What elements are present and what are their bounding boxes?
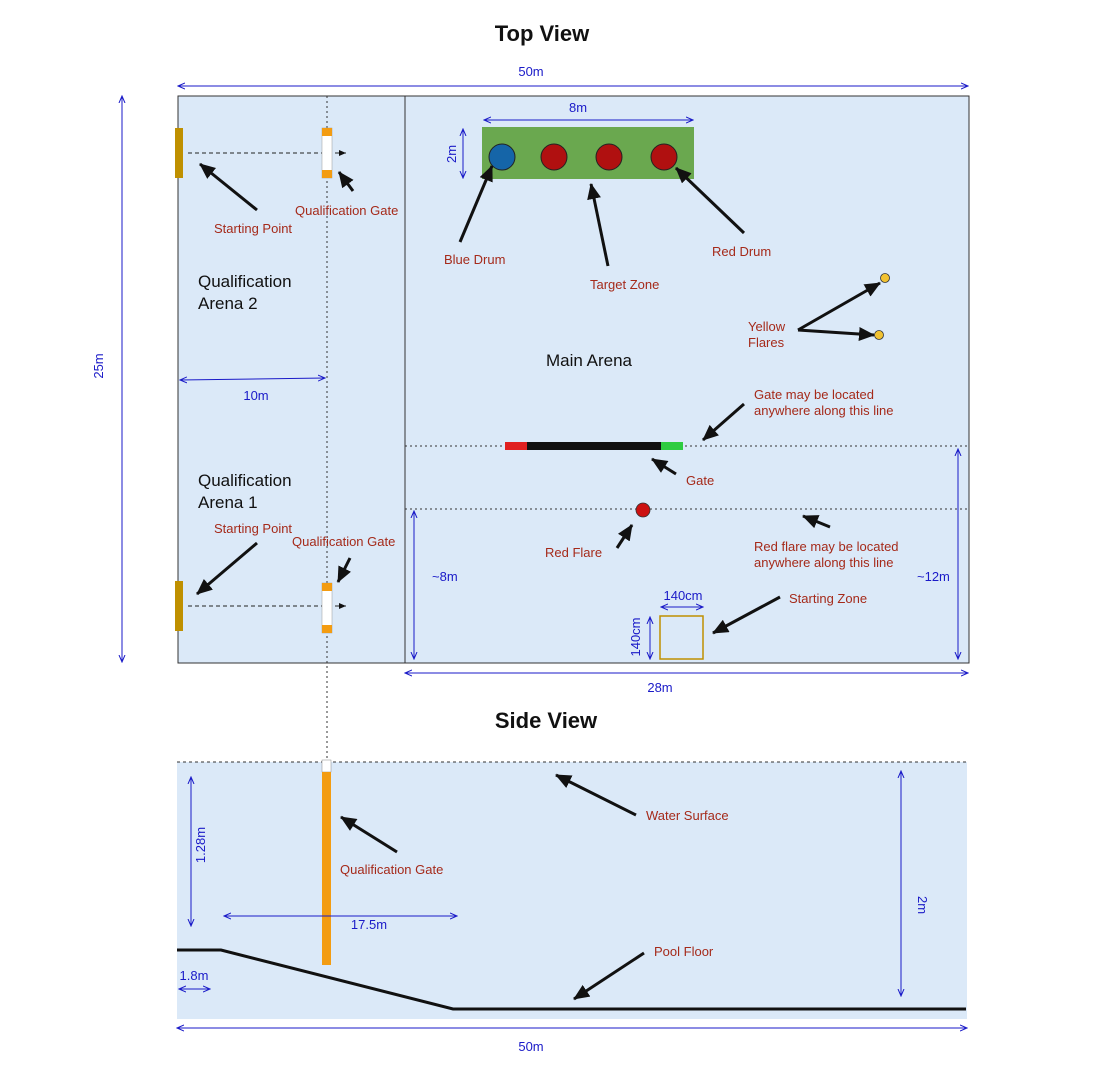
- flare-distance-label: ~8m: [432, 569, 458, 584]
- label-qual-arena-2-line1: Qualification: [198, 272, 292, 291]
- red-drum-2: [595, 143, 623, 171]
- arrow-blue-drum: [458, 165, 494, 243]
- label-gate: Gate: [686, 473, 714, 488]
- arrow-red-flare: [615, 524, 634, 549]
- top-height-label: 25m: [91, 353, 106, 378]
- blue-drum: [488, 143, 516, 171]
- arrow-side-qual-gate: [340, 815, 398, 854]
- label-red-flare: Red Flare: [545, 545, 602, 560]
- label-starting-point-top: Starting Point: [214, 221, 292, 236]
- qualification-gate-bottom-cap: [322, 583, 332, 591]
- starting-point-marker-top: [175, 128, 183, 178]
- drums-height-label: 2m: [444, 145, 459, 163]
- label-flare-note-line2: anywhere along this line: [754, 555, 893, 570]
- qual-width-label: 10m: [243, 388, 268, 403]
- arrow-flare-note: [802, 514, 831, 529]
- label-yellow-flares-line1: Yellow: [748, 319, 786, 334]
- label-pool-floor: Pool Floor: [654, 944, 714, 959]
- gate-green-end: [661, 442, 683, 450]
- side-qualification-gate-pole: [322, 772, 331, 965]
- side-view-title: Side View: [495, 708, 598, 733]
- label-qual-gate-top: Qualification Gate: [295, 203, 398, 218]
- qualification-gate-bottom-base: [322, 625, 332, 633]
- label-qual-arena-2-line2: Arena 2: [198, 294, 258, 313]
- side-total-length-label: 50m: [518, 1039, 543, 1054]
- label-red-drum: Red Drum: [712, 244, 771, 259]
- label-flare-note-line1: Red flare may be located: [754, 539, 899, 554]
- label-gate-note-line2: anywhere along this line: [754, 403, 893, 418]
- yellow-flare-1: [880, 273, 890, 283]
- top-width-label: 50m: [518, 64, 543, 79]
- start-zone-height-label: 140cm: [628, 617, 643, 656]
- label-starting-point-bottom: Starting Point: [214, 521, 292, 536]
- shallow-depth-label: 1.8m: [180, 968, 209, 983]
- red-flare: [635, 502, 651, 518]
- label-gate-note-line1: Gate may be located: [754, 387, 874, 402]
- pool-floor-profile: [177, 948, 966, 1011]
- qualification-gate-top-cap: [322, 128, 332, 136]
- arrow-qual-gate-bottom: [336, 557, 352, 583]
- top-view-title: Top View: [495, 21, 590, 46]
- red-drum-1: [540, 143, 568, 171]
- label-qual-arena-1-line2: Arena 1: [198, 493, 258, 512]
- arrow-yellow-flare-1: [797, 281, 881, 332]
- gate-bar: [505, 442, 683, 450]
- arrow-starting-zone: [712, 595, 781, 635]
- arrow-pool-floor: [573, 951, 645, 1001]
- arrow-starting-point-bottom: [196, 541, 258, 596]
- arrow-target-zone: [587, 183, 610, 267]
- side-gate-top: [321, 759, 332, 773]
- label-main-arena: Main Arena: [546, 351, 633, 370]
- starting-zone: [659, 615, 704, 660]
- qualification-gate-top-base: [322, 170, 332, 178]
- label-blue-drum: Blue Drum: [444, 252, 505, 267]
- gate-red-end: [505, 442, 527, 450]
- arrow-water-surface: [555, 773, 637, 817]
- label-water-surface: Water Surface: [646, 808, 729, 823]
- label-starting-zone: Starting Zone: [789, 591, 867, 606]
- main-arena-area: [404, 95, 970, 664]
- arrow-starting-point-top: [199, 162, 258, 212]
- arrow-qual-gate-top: [337, 171, 355, 192]
- label-side-qual-gate: Qualification Gate: [340, 862, 443, 877]
- gate-distance-label: ~12m: [917, 569, 950, 584]
- label-target-zone: Target Zone: [590, 277, 659, 292]
- label-qual-arena-1-line1: Qualification: [198, 471, 292, 490]
- drums-width-label: 8m: [569, 100, 587, 115]
- shallow-length-label: 17.5m: [351, 917, 387, 932]
- arrow-red-drum: [674, 166, 746, 235]
- arrow-yellow-flare-2: [797, 327, 875, 342]
- arrow-gate: [651, 457, 677, 476]
- gate-height-label: 1.28m: [193, 827, 208, 863]
- red-drum-3: [650, 143, 678, 171]
- starting-point-marker-bottom: [175, 581, 183, 631]
- main-width-label: 28m: [647, 680, 672, 695]
- arrow-gate-note: [702, 402, 745, 442]
- label-yellow-flares-line2: Flares: [748, 335, 785, 350]
- label-qual-gate-bottom: Qualification Gate: [292, 534, 395, 549]
- start-zone-width-label: 140cm: [663, 588, 702, 603]
- yellow-flare-2: [874, 330, 884, 340]
- qual-width-dimension-line: [180, 378, 325, 380]
- side-view-water: [177, 762, 967, 1019]
- deep-depth-label: 2m: [915, 896, 930, 914]
